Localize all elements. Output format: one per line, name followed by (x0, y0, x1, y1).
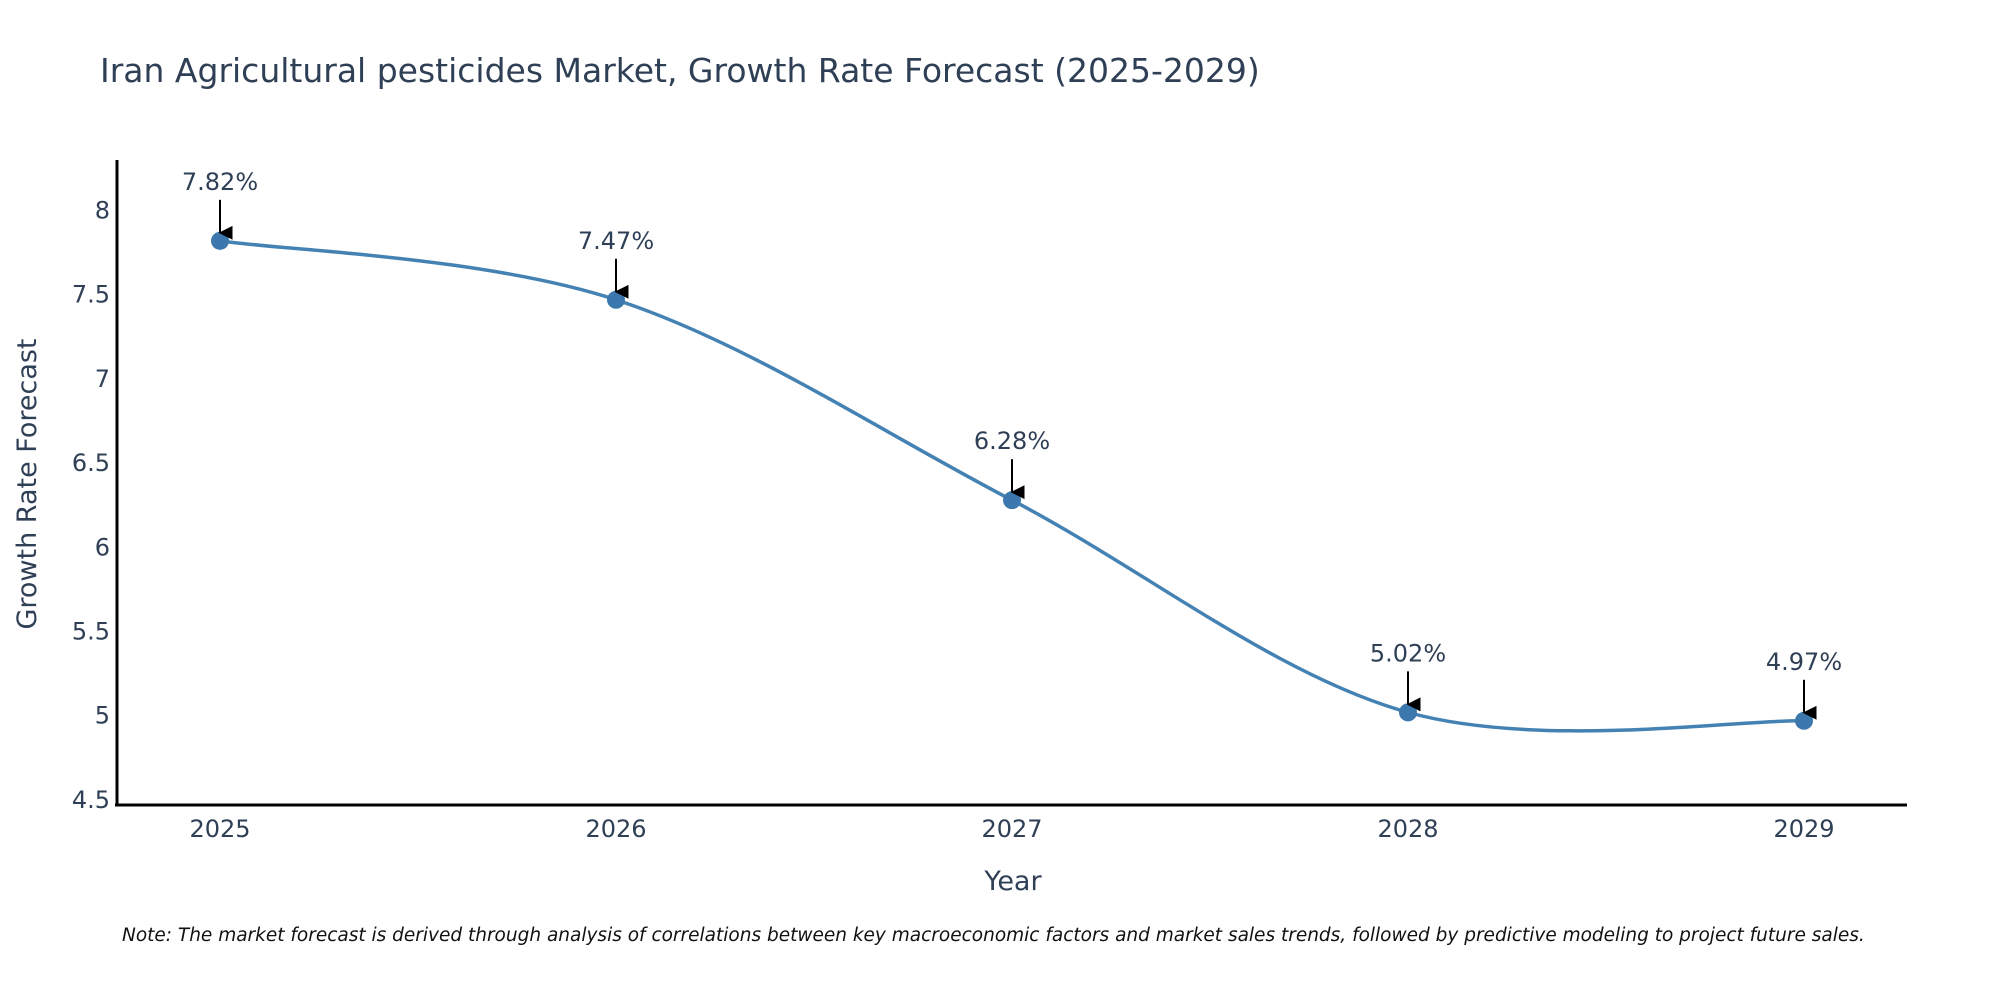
x-tick-label: 2029 (1773, 815, 1834, 843)
x-axis-ticks: 2025 2026 2027 2028 2029 (189, 815, 1834, 843)
data-annotations: 7.82% 7.47% 6.28% 5.02% 4.97% (182, 168, 1842, 720)
data-point (1003, 491, 1021, 510)
y-axis-title: Growth Rate Forecast (12, 338, 43, 629)
chart-title: Iran Agricultural pesticides Market, Gro… (100, 51, 1260, 90)
x-tick-label: 2026 (585, 815, 646, 843)
y-axis-ticks: 4.5 5 5.5 6 6.5 7 7.5 8 (72, 197, 110, 814)
y-tick-label: 6 (95, 533, 110, 561)
y-tick-label: 6.5 (72, 449, 110, 477)
data-point (211, 231, 229, 250)
y-tick-label: 7 (95, 365, 110, 393)
y-tick-label: 5.5 (72, 618, 110, 646)
data-point (1399, 703, 1417, 722)
data-label: 7.82% (182, 168, 258, 196)
y-tick-label: 4.5 (72, 786, 110, 814)
data-point (1795, 711, 1813, 730)
x-tick-label: 2028 (1377, 815, 1438, 843)
x-tick-label: 2027 (981, 815, 1042, 843)
y-tick-label: 7.5 (72, 281, 110, 309)
x-tick-label: 2025 (189, 815, 250, 843)
data-point (607, 290, 625, 309)
data-label: 6.28% (974, 427, 1050, 455)
y-tick-label: 8 (95, 197, 110, 225)
x-axis-title: Year (983, 866, 1042, 897)
data-label: 7.47% (578, 227, 654, 255)
data-label: 5.02% (1370, 639, 1446, 667)
y-tick-label: 5 (95, 702, 110, 730)
data-label: 4.97% (1766, 648, 1842, 676)
chart-note: Note: The market forecast is derived thr… (122, 925, 1865, 946)
